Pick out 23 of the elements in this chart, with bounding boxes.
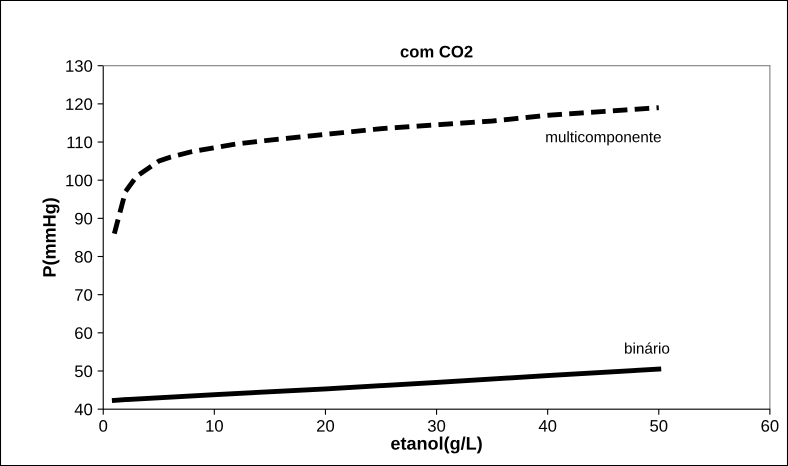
series-label: multicomponente xyxy=(546,131,661,146)
y-tick-label: 100 xyxy=(66,174,92,186)
chart-title: com CO2 xyxy=(400,46,472,58)
y-tick-label: 120 xyxy=(66,98,92,110)
y-tick-label: 60 xyxy=(75,327,92,340)
y-tick-label: 130 xyxy=(66,60,92,72)
x-tick-label: 0 xyxy=(99,420,108,432)
x-tick-label: 30 xyxy=(428,420,446,432)
x-tick-label: 50 xyxy=(650,420,668,432)
x-tick-label: 60 xyxy=(761,420,778,432)
y-tick-label: 70 xyxy=(75,289,92,301)
x-tick-label: 40 xyxy=(538,420,556,432)
y-tick-label: 40 xyxy=(74,404,92,416)
y-tick-label: 50 xyxy=(74,365,92,378)
x-tick-label: 20 xyxy=(317,420,334,432)
line-series xyxy=(112,366,662,403)
y-tick-label: 80 xyxy=(75,250,92,263)
y-axis-title: P(mmHg) xyxy=(42,198,60,276)
series-label: binário xyxy=(625,342,670,354)
x-axis-title: etanol(g/L) xyxy=(391,436,482,454)
x-tick-label: 10 xyxy=(206,420,223,432)
y-tick-label: 90 xyxy=(75,212,92,225)
y-tick-label: 110 xyxy=(68,136,92,148)
